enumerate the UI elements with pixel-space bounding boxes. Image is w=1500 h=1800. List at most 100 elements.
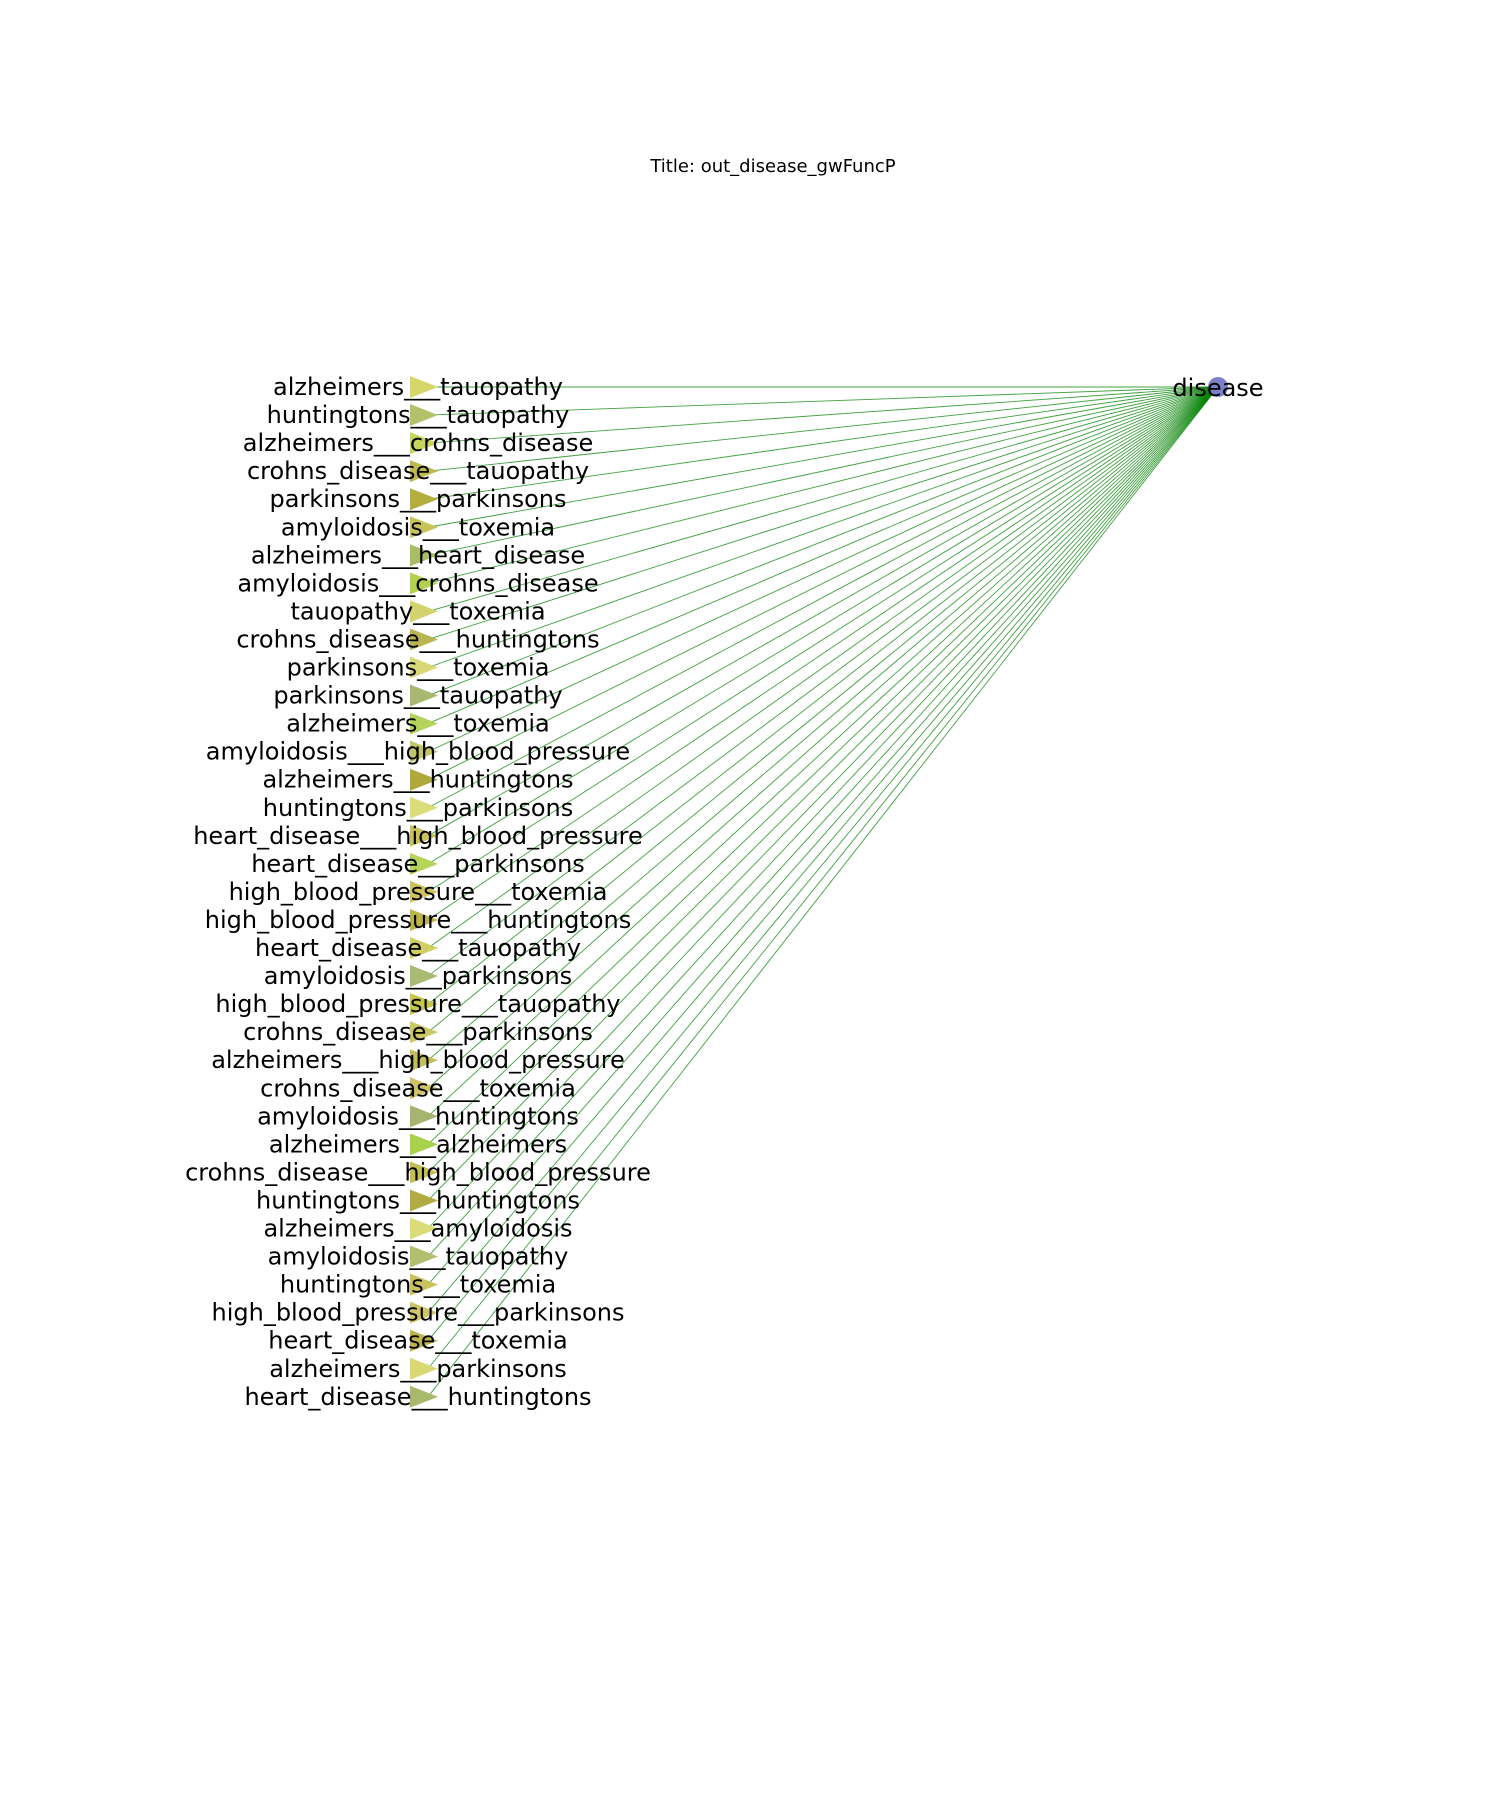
edge [427, 386, 1219, 1229]
edge [427, 386, 1219, 1201]
edge [427, 386, 1219, 668]
edge [427, 386, 1219, 640]
source-node [410, 768, 438, 791]
source-node-label: amyloidosis___toxemia [281, 513, 555, 541]
edge [427, 386, 1219, 893]
edge [427, 386, 1219, 1033]
source-node [410, 1077, 438, 1100]
source-node-label: alzheimers___huntingtons [262, 766, 573, 794]
edge [427, 386, 1219, 1145]
edge [427, 386, 1219, 1370]
source-node [410, 712, 438, 735]
target-node-label: disease [1172, 374, 1263, 402]
edge [427, 386, 1219, 1089]
edge [427, 386, 1219, 1285]
source-node-label: alzheimers___parkinsons [269, 1355, 567, 1383]
source-node [410, 937, 438, 959]
source-node [410, 628, 438, 651]
source-node [410, 1357, 438, 1380]
edge [427, 386, 1219, 753]
edge [427, 386, 1219, 837]
edge [427, 386, 1219, 921]
source-node [410, 488, 438, 511]
source-node [410, 376, 438, 398]
source-node-label: huntingtons___tauopathy [267, 401, 570, 429]
source-node [410, 1329, 438, 1352]
source-node [410, 824, 438, 847]
source-node-label: alzheimers___crohns_disease [243, 429, 593, 457]
source-node-label: high_blood_pressure___parkinsons [212, 1299, 625, 1327]
source-node-label: heart_disease___toxemia [268, 1327, 567, 1355]
edge [427, 386, 1219, 500]
source-node-label: high_blood_pressure___toxemia [229, 878, 608, 906]
source-node [410, 796, 438, 819]
source-node [410, 852, 438, 875]
source-node [410, 965, 438, 988]
source-node-label: heart_disease___high_blood_pressure [193, 822, 643, 850]
edge [427, 386, 1219, 1173]
edge [427, 386, 1219, 612]
source-node [410, 544, 438, 567]
edge [427, 386, 1219, 444]
source-node [410, 1273, 438, 1296]
edge [427, 386, 1219, 809]
source-node-label: high_blood_pressure___huntingtons [205, 906, 631, 934]
source-node-label: high_blood_pressure___tauopathy [215, 990, 620, 1018]
source-node [410, 1021, 438, 1044]
source-node-label: crohns_disease___toxemia [260, 1074, 576, 1102]
source-node-label: alzheimers___tauopathy [273, 373, 563, 401]
source-node [410, 684, 438, 707]
edge [427, 386, 1219, 949]
source-node [410, 1301, 438, 1324]
source-node-label: crohns_disease___huntingtons [236, 625, 599, 653]
edge [427, 386, 1219, 865]
source-node [410, 572, 438, 595]
edge [427, 386, 1219, 1257]
source-node-label: tauopathy___toxemia [290, 597, 545, 625]
source-node [410, 600, 438, 623]
edge [427, 386, 1219, 528]
source-node-label: alzheimers___high_blood_pressure [211, 1046, 625, 1074]
edge [427, 386, 1219, 556]
edge [427, 386, 1219, 1005]
source-node-label: huntingtons___parkinsons [263, 794, 573, 822]
edge [427, 386, 1219, 781]
source-node-label: crohns_disease___parkinsons [243, 1018, 593, 1046]
source-node [410, 404, 438, 427]
source-node-label: huntingtons___huntingtons [256, 1186, 580, 1214]
source-node [410, 908, 438, 931]
target-node [1208, 377, 1228, 397]
source-node-label: amyloidosis___tauopathy [268, 1243, 569, 1271]
source-node-label: alzheimers___toxemia [286, 710, 549, 738]
source-node-label: heart_disease___huntingtons [244, 1383, 591, 1411]
edge [427, 386, 1219, 1341]
edge-layer [427, 386, 1219, 1398]
source-node [410, 656, 438, 679]
edge [427, 386, 1219, 472]
source-node [410, 1245, 438, 1268]
source-node [410, 516, 438, 539]
edge [427, 386, 1219, 1117]
page-title: Title: out_disease_gwFuncP [650, 156, 896, 177]
source-node-label: parkinsons___parkinsons [270, 485, 567, 513]
edge [427, 386, 1219, 584]
edge [427, 386, 1219, 1313]
source-node [410, 1049, 438, 1072]
source-node [410, 880, 438, 903]
edge [427, 386, 1219, 1061]
source-node [410, 1217, 438, 1240]
source-node-label: parkinsons___tauopathy [273, 682, 562, 710]
edge [427, 386, 1219, 725]
source-node-label: huntingtons___toxemia [280, 1271, 556, 1299]
source-label-layer: alzheimers___tauopathyhuntingtons___tauo… [185, 373, 651, 1411]
source-node [410, 1105, 438, 1128]
source-node-label: alzheimers___heart_disease [251, 541, 585, 569]
source-node [410, 740, 438, 763]
source-node-label: crohns_disease___tauopathy [247, 457, 589, 485]
source-node-label: amyloidosis___huntingtons [257, 1102, 579, 1130]
source-node-label: alzheimers___amyloidosis [263, 1215, 572, 1243]
target-node-group: disease [1172, 374, 1263, 402]
source-node [410, 1133, 438, 1156]
source-node [410, 1161, 438, 1184]
source-node-label: alzheimers___alzheimers [269, 1130, 567, 1158]
